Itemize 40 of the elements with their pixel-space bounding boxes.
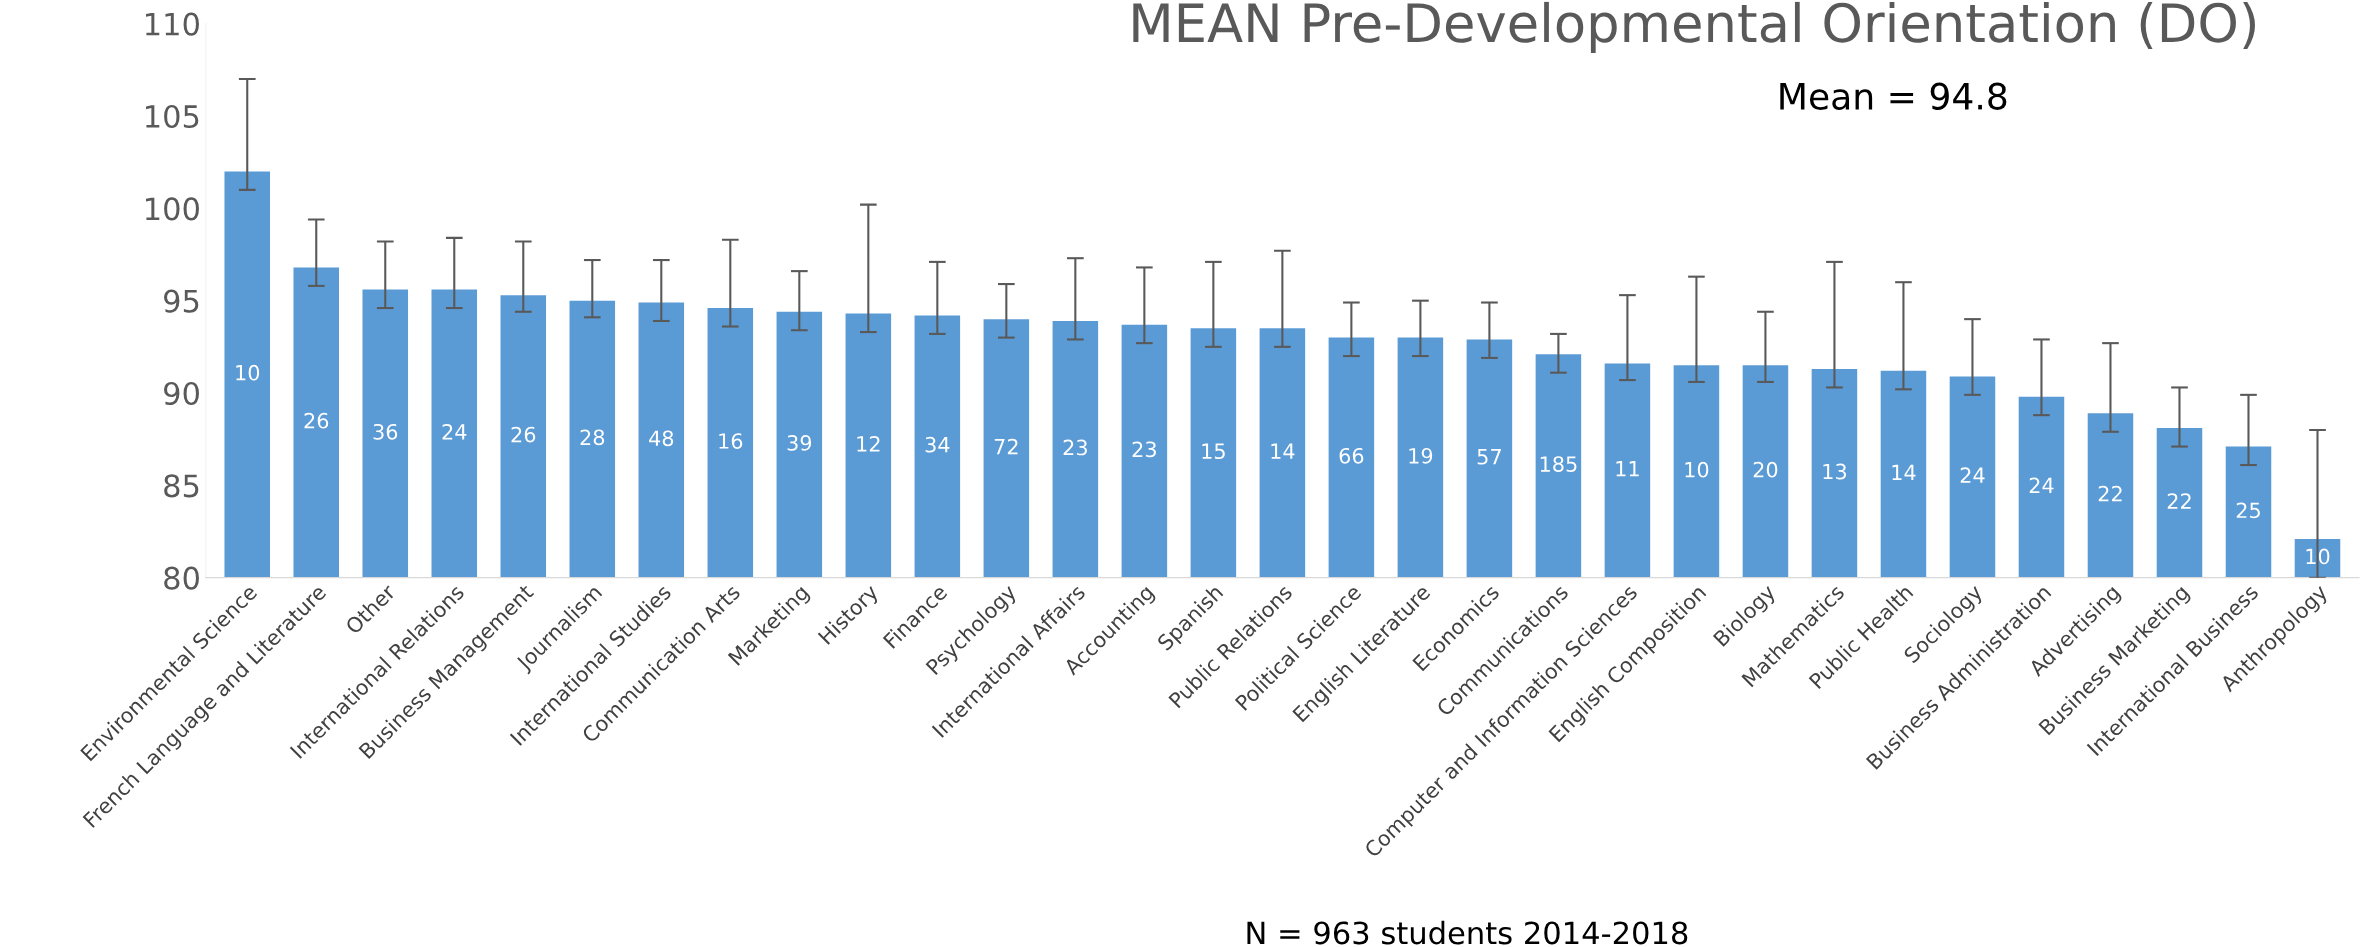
chart-title: MEAN Pre-Developmental Orientation (DO): [1133, 1, 2255, 53]
text: N = 963 students 2014-2018: [1247, 920, 1688, 945]
y-tick-label: 90: [164, 381, 199, 406]
annotation: 12: [857, 435, 880, 452]
y-tick-label: 85: [164, 474, 199, 498]
annotation: 72: [994, 438, 1018, 455]
annotation: 10: [236, 364, 260, 381]
annotation: 57: [1477, 449, 1501, 465]
annotation: 23: [1063, 439, 1087, 456]
annotation: 34: [925, 436, 950, 453]
y-tick-label: 80: [164, 566, 199, 590]
annotation: 36: [373, 423, 398, 440]
annotation: 10: [1685, 461, 1709, 478]
annotation: 28: [580, 429, 605, 446]
annotation: 24: [1960, 467, 1985, 483]
y-tick-label: 105: [146, 104, 199, 129]
annotation: Mean = 94.8: [1780, 82, 2007, 110]
annotation: 25: [2236, 502, 2260, 519]
annotation: 20: [1753, 461, 1778, 478]
annotation: 185: [1540, 456, 1577, 472]
annotation: 39: [787, 435, 812, 451]
annotation: 19: [1409, 447, 1433, 464]
annotation: 22: [2098, 485, 2122, 502]
y-tick-label: 110: [146, 12, 199, 36]
y-tick-label: 100: [146, 197, 199, 221]
annotation: 15: [1202, 443, 1225, 460]
annotation: 14: [1892, 464, 1916, 481]
y-tick-label: 95: [164, 289, 199, 313]
annotation: 48: [649, 430, 674, 447]
annotation: 13: [1823, 463, 1847, 480]
annotation: 24: [2029, 477, 2054, 493]
annotation: 24: [442, 423, 467, 440]
annotation: 23: [1132, 441, 1156, 458]
annotation: 22: [2167, 493, 2191, 509]
annotation: 11: [1616, 461, 1639, 477]
annotation: 66: [1339, 447, 1364, 464]
annotation: 16: [719, 433, 743, 449]
annotation: 14: [1271, 443, 1295, 459]
annotation: 26: [511, 426, 536, 443]
annotation: 26: [304, 412, 329, 429]
